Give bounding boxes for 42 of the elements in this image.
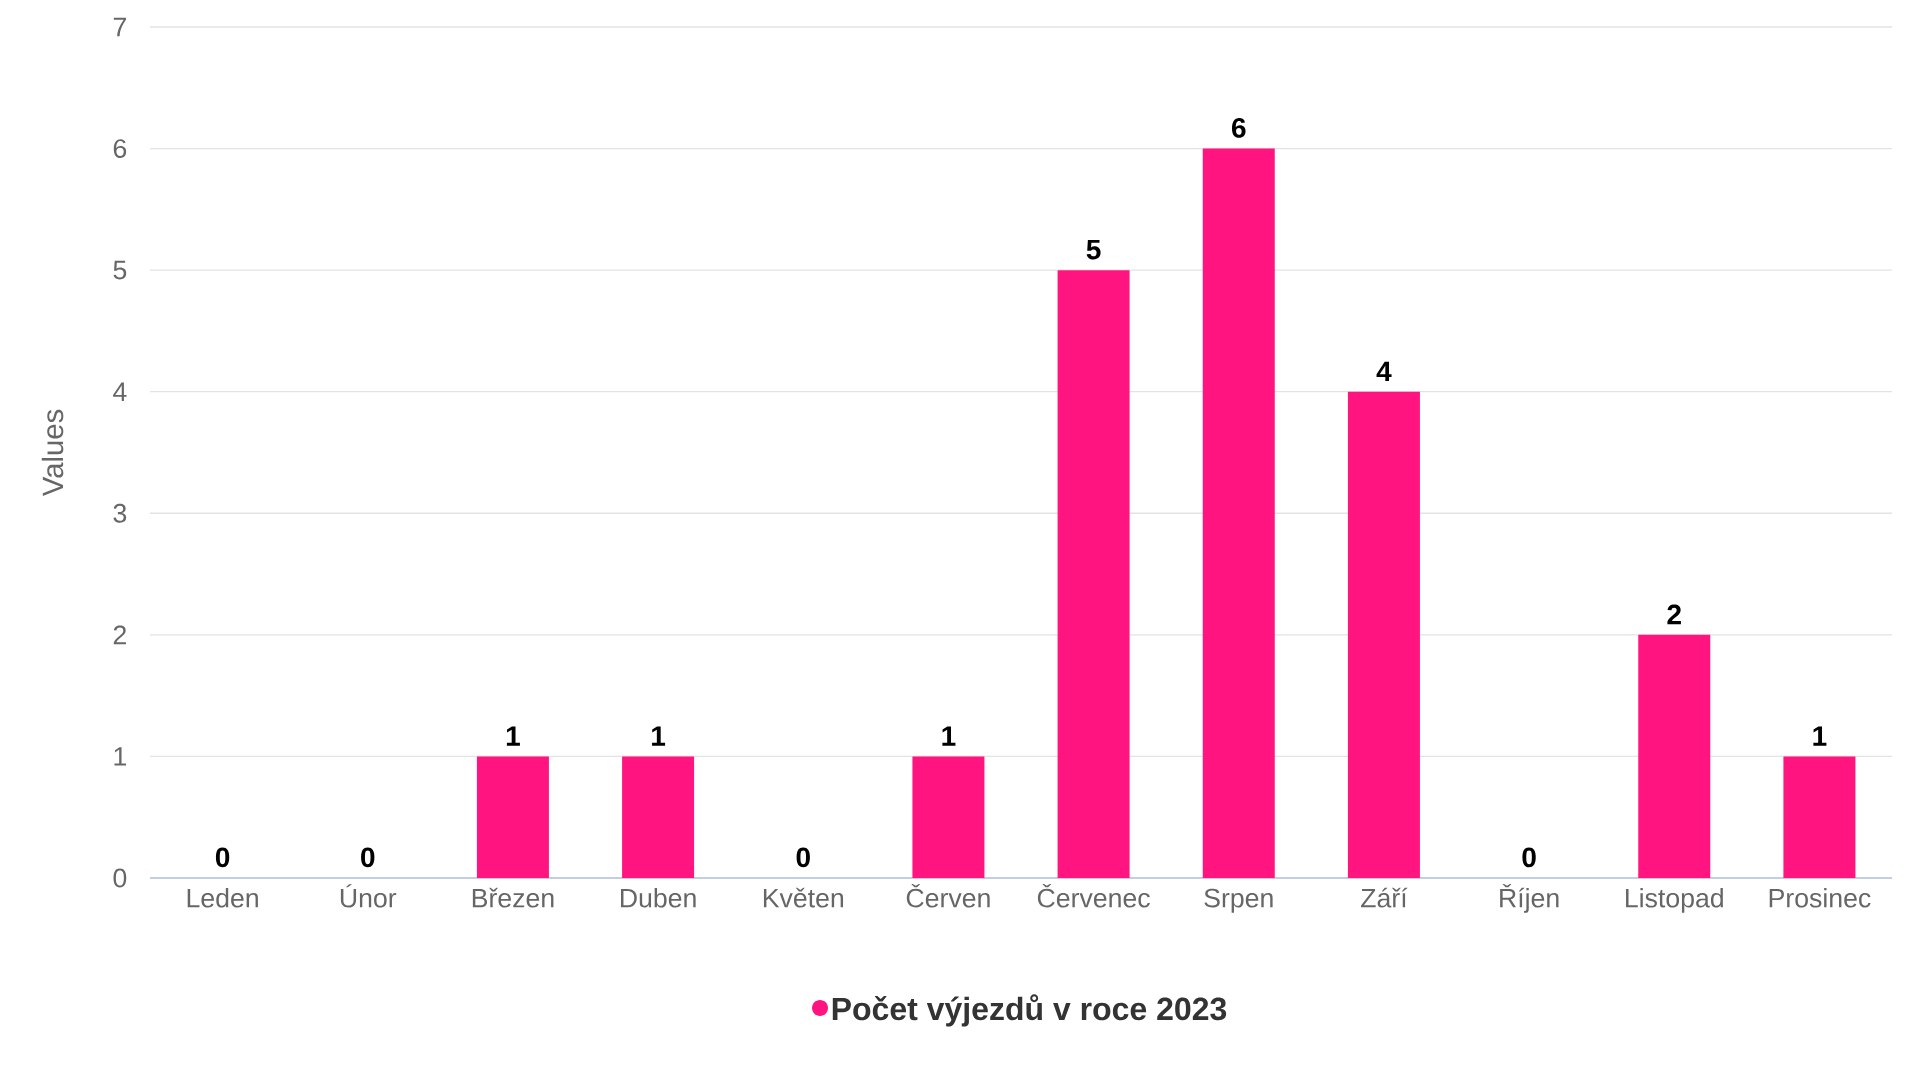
x-tick-label: Květen: [763, 887, 844, 908]
x-tick-label: Prosinec: [1769, 887, 1871, 908]
data-label: 1: [1813, 726, 1827, 746]
data-label: 0: [796, 847, 810, 868]
x-tick-label: Březen: [472, 887, 554, 908]
data-label: 1: [652, 726, 666, 746]
x-tick-label: Listopad: [1626, 887, 1723, 913]
bar: [1638, 634, 1711, 878]
x-tick-label: Srpen: [1204, 888, 1273, 913]
x-tick-label: Červen: [906, 883, 990, 908]
data-label: 0: [1522, 847, 1536, 868]
bar: [622, 756, 695, 878]
y-tick-label: 2: [113, 625, 126, 645]
bar: [912, 756, 985, 878]
data-label: 0: [361, 847, 375, 868]
y-tick-label: 4: [113, 382, 127, 401]
y-tick-label: 6: [113, 139, 127, 158]
y-tick-label: 3: [113, 503, 127, 523]
y-axis-title: Values: [41, 409, 64, 497]
x-tick-label: Duben: [620, 887, 696, 908]
x-tick-label: Červenec: [1037, 883, 1150, 908]
x-tick-label: Únor: [340, 884, 397, 908]
data-label: 4: [1376, 361, 1392, 381]
y-tick-label: 7: [113, 17, 126, 37]
data-label: 1: [942, 726, 956, 746]
x-tick-label: Říjen: [1500, 883, 1559, 913]
data-label: 2: [1667, 604, 1681, 625]
data-label: 0: [215, 847, 230, 868]
data-label: 6: [1231, 118, 1246, 138]
y-tick-label: 1: [114, 747, 126, 766]
bar: [1783, 756, 1856, 878]
data-label: 1: [506, 726, 520, 746]
data-label: 5: [1086, 239, 1101, 260]
bar: [1347, 391, 1420, 878]
bar: [1057, 270, 1130, 878]
bar: [476, 756, 549, 878]
bar: [1202, 148, 1275, 878]
y-tick-label: 5: [113, 260, 127, 280]
legend-label: Počet výjezdů v roce 2023: [832, 994, 1227, 1027]
y-tick-label: 0: [113, 868, 127, 888]
x-tick-label: Září: [1361, 887, 1408, 908]
x-tick-label: Leden: [187, 887, 258, 908]
